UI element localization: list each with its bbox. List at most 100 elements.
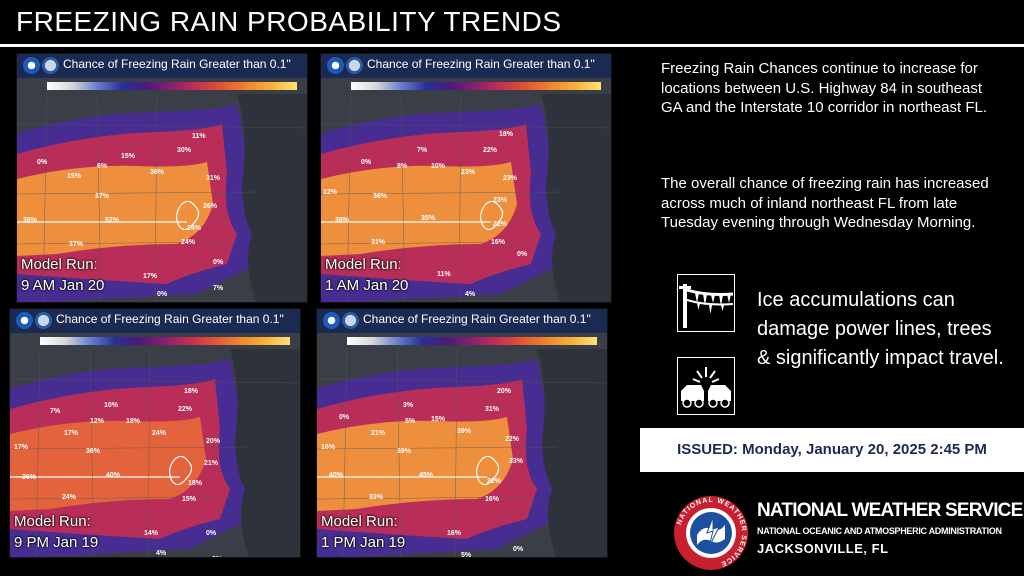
panel-header: Chance of Freezing Rain Greater than 0.1… <box>321 54 611 78</box>
probability-label: 15% <box>121 153 136 160</box>
probability-label: 24% <box>181 239 196 246</box>
probability-color-scale <box>351 82 601 90</box>
probability-label: 14% <box>144 530 159 537</box>
model-run-label: Model Run: 1 PM Jan 19 <box>321 511 405 553</box>
probability-label: 23% <box>503 175 518 182</box>
probability-label: 23% <box>493 197 508 204</box>
probability-label: 36% <box>86 448 101 455</box>
probability-label: 17% <box>143 273 158 280</box>
probability-label: 16% <box>447 530 462 537</box>
probability-color-scale <box>47 82 297 90</box>
map-panel-9am: Chance of Freezing Rain Greater than 0.1… <box>16 53 308 303</box>
panel-header-title: Chance of Freezing Rain Greater than 0.1… <box>367 57 595 71</box>
model-run-label: Model Run: 1 AM Jan 20 <box>325 254 408 296</box>
probability-label: 17% <box>64 430 79 437</box>
probability-label: 40% <box>106 472 121 479</box>
probability-label: 36% <box>150 169 165 176</box>
impact-statement: Ice accumulations can damage power lines… <box>757 289 1004 369</box>
model-run-line1: Model Run: <box>14 513 91 530</box>
probability-label: 16% <box>491 239 506 246</box>
probability-label: 30% <box>177 147 192 154</box>
probability-label: 3% <box>403 402 414 409</box>
probability-label: 39% <box>397 448 412 455</box>
probability-label: 52% <box>105 217 120 224</box>
probability-label: 26% <box>203 203 218 210</box>
probability-label: 11% <box>192 133 206 140</box>
probability-label: 31% <box>485 406 500 413</box>
probability-label: 10% <box>104 402 119 409</box>
probability-label: 33% <box>369 494 384 501</box>
nws-small-logo-icon <box>346 57 363 74</box>
probability-label: 33% <box>509 458 524 465</box>
probability-label: 21% <box>204 460 219 467</box>
issued-banner: ISSUED: Monday, January 20, 2025 2:45 PM <box>640 428 1024 472</box>
probability-map: 11%30% 0% 15% 6% 36% 31% 15% 37% 26% 38% 52% 24% 37%… <box>17 94 307 302</box>
nws-small-logo-icon <box>42 57 59 74</box>
car-crash-icon <box>676 356 736 416</box>
probability-label: 0% <box>361 159 372 166</box>
probability-label: 24% <box>187 225 202 232</box>
probability-label: 18% <box>126 418 141 425</box>
probability-label: 11% <box>437 271 451 278</box>
issued-timestamp: ISSUED: Monday, January 20, 2025 2:45 PM <box>677 441 987 458</box>
noaa-logo-icon <box>23 57 40 74</box>
probability-label: 45% <box>419 472 434 479</box>
model-run-line1: Model Run: <box>21 256 98 273</box>
nws-small-logo-icon <box>35 312 52 329</box>
probability-label: 40% <box>329 472 344 479</box>
model-run-line1: Model Run: <box>325 256 402 273</box>
probability-label: 5% <box>405 418 416 425</box>
noaa-logo-icon <box>327 57 344 74</box>
probability-label: 15% <box>182 496 197 503</box>
title-divider <box>0 44 1024 47</box>
probability-label: 4% <box>156 550 167 557</box>
probability-label: 18% <box>188 480 203 487</box>
probability-label: 24% <box>152 430 167 437</box>
probability-label: 22% <box>483 147 498 154</box>
probability-label: 37% <box>95 193 110 200</box>
page-title: FREEZING RAIN PROBABILITY TRENDS <box>16 6 562 37</box>
panel-header-title: Chance of Freezing Rain Greater than 0.1… <box>63 57 291 71</box>
probability-map: 20% 3% 31% 0% 15% 5% 21% 39% 22% 16% 39% 33% 40% 45% 2… <box>317 349 607 558</box>
office-name: JACKSONVILLE, FL <box>757 541 889 556</box>
probability-label: 15% <box>67 173 82 180</box>
noaa-name: NATIONAL OCEANIC AND ATMOSPHERIC ADMINIS… <box>757 526 1002 536</box>
probability-label: 38% <box>335 217 350 224</box>
probability-label: 35% <box>421 215 436 222</box>
noaa-logo-icon <box>323 312 340 329</box>
probability-label: 0% <box>517 251 528 258</box>
probability-label: 36% <box>22 474 37 481</box>
probability-label: 23% <box>461 169 476 176</box>
panel-header: Chance of Freezing Rain Greater than 0.1… <box>317 309 607 333</box>
probability-label: 0% <box>37 159 48 166</box>
model-run-label: Model Run: 9 AM Jan 20 <box>21 254 104 296</box>
panel-header: Chance of Freezing Rain Greater than 0.1… <box>10 309 300 333</box>
probability-label: 24% <box>62 494 77 501</box>
probability-map: 18% 7% 22% 0% 10% 8% 23% 23% 12% 36% 23% 38% 35% 22% 3… <box>321 94 611 302</box>
probability-label: 17% <box>14 444 29 451</box>
probability-label: 21% <box>371 430 386 437</box>
probability-map: 18% 10% 7% 22% 12% 18% 17% 24% 20% 17% 36% 21% 36% 40… <box>10 349 300 558</box>
probability-label: 5% <box>461 552 472 558</box>
probability-label: 20% <box>206 438 221 445</box>
probability-color-scale <box>347 337 597 345</box>
model-run-time: 9 AM Jan 20 <box>21 277 105 294</box>
probability-color-scale <box>40 337 290 345</box>
probability-label: 0% <box>212 556 223 558</box>
noaa-logo-icon <box>16 312 33 329</box>
model-run-time: 1 PM Jan 19 <box>321 534 406 551</box>
probability-label: 31% <box>206 175 221 182</box>
title-bar: FREEZING RAIN PROBABILITY TRENDS <box>0 0 1024 44</box>
probability-label: 7% <box>417 147 428 154</box>
model-run-time: 9 PM Jan 19 <box>14 534 99 551</box>
probability-label: 15% <box>431 416 446 423</box>
probability-label: 0% <box>339 414 350 421</box>
nws-logo-icon: NATIONAL WEATHER SERVICE <box>673 495 749 571</box>
probability-label: 7% <box>50 408 61 415</box>
probability-label: 6% <box>97 163 108 170</box>
probability-label: 20% <box>497 388 512 395</box>
probability-label: 36% <box>373 193 388 200</box>
probability-label: 0% <box>157 291 168 298</box>
probability-label: 10% <box>431 163 446 170</box>
probability-label: 0% <box>513 546 524 553</box>
